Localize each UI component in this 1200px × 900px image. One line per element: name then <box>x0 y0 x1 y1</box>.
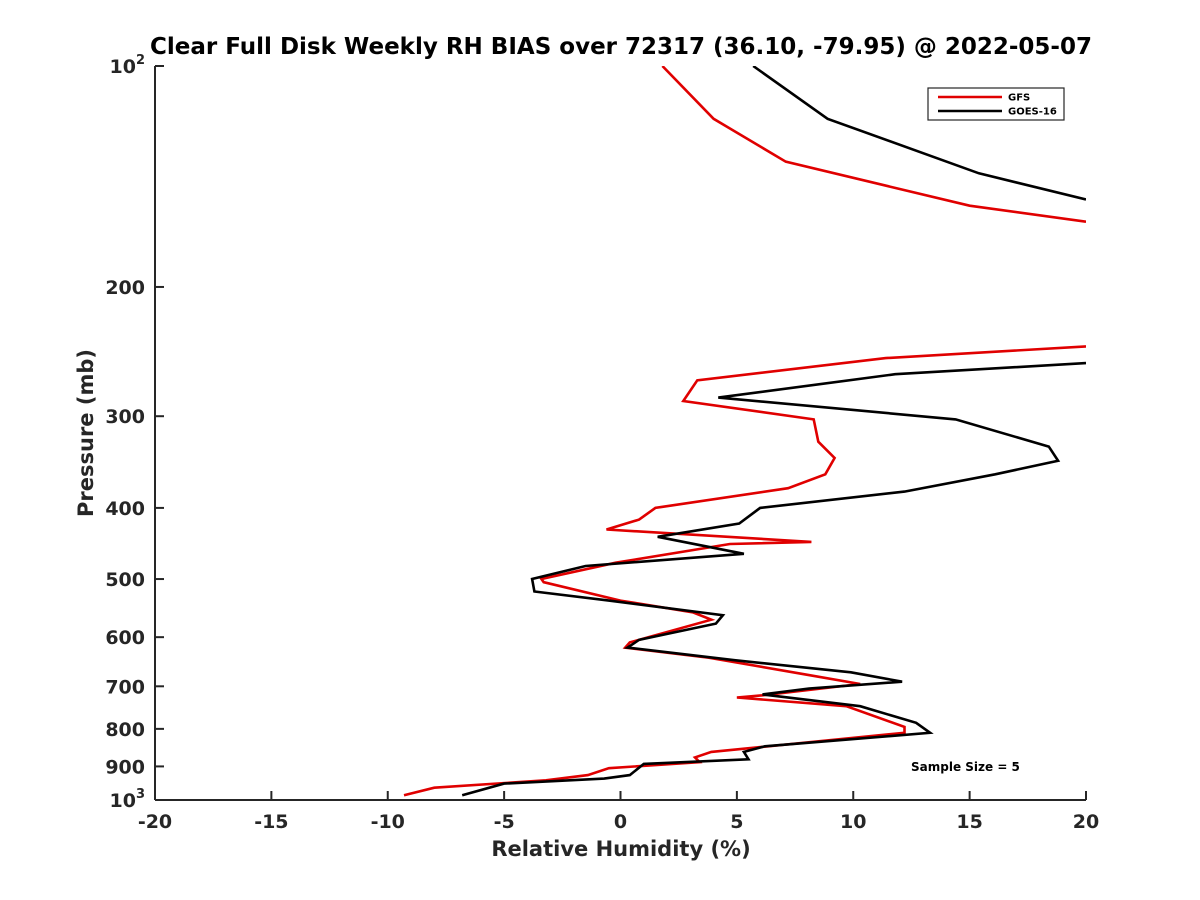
y-tick-label: 800 <box>105 719 145 741</box>
series-line-goes-16 <box>461 361 1086 797</box>
y-tick-label: 600 <box>105 627 145 649</box>
chart-title: Clear Full Disk Weekly RH BIAS over 7231… <box>150 34 1092 60</box>
series-layer <box>403 66 1086 797</box>
y-tick-label: 500 <box>105 569 145 591</box>
y-tick-label: 103 <box>110 787 146 812</box>
x-tick-label: -20 <box>138 811 172 833</box>
x-tick-label: 5 <box>730 811 743 833</box>
x-tick-label: -15 <box>254 811 288 833</box>
y-tick-label: 102 <box>110 53 146 78</box>
legend-box <box>927 87 1065 121</box>
legend-label-gfs: GFS <box>1008 93 1030 104</box>
y-axis-ticks: 102 200 300 400 500 600 700 800 900 103 <box>105 53 164 812</box>
y-tick-label: 200 <box>105 277 145 299</box>
y-tick-label: 300 <box>105 406 145 428</box>
series-line-gfs <box>403 345 1086 797</box>
legend: GFS GOES-16 <box>927 87 1065 121</box>
y-tick-label: 700 <box>105 676 145 698</box>
sample-size-annotation: Sample Size = 5 <box>911 760 1020 774</box>
x-tick-label: 10 <box>840 811 866 833</box>
x-tick-label: 0 <box>614 811 627 833</box>
y-axis-label: Pressure (mb) <box>74 349 98 517</box>
series-line-gfs <box>661 66 1086 223</box>
y-tick-label: 400 <box>105 498 145 520</box>
x-tick-label: -5 <box>494 811 515 833</box>
x-axis-label: Relative Humidity (%) <box>491 837 750 861</box>
y-tick-label: 900 <box>105 756 145 778</box>
series-line-goes-16 <box>752 66 1086 201</box>
x-tick-label: -10 <box>371 811 405 833</box>
x-tick-label: 20 <box>1073 811 1099 833</box>
legend-label-goes-16: GOES-16 <box>1008 107 1057 118</box>
x-tick-label: 15 <box>956 811 982 833</box>
x-axis-ticks: -20 -15 -10 -5 0 5 10 15 20 <box>138 791 1099 833</box>
